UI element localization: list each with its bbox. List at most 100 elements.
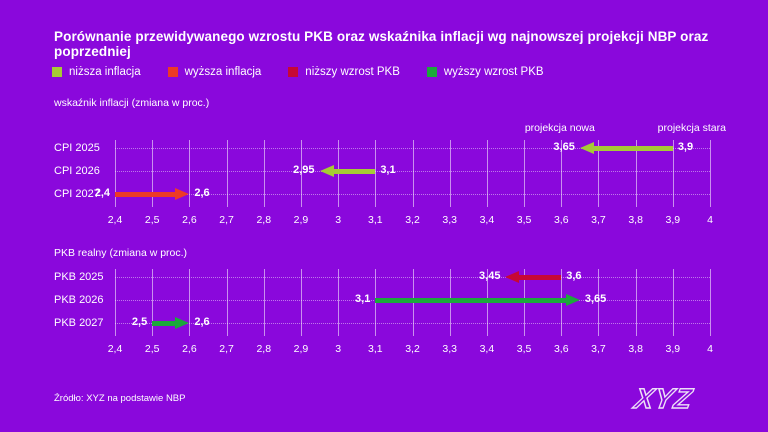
axis-tick-label: 2,6 [182, 343, 197, 355]
legend-swatch-lower-inflation [52, 67, 62, 77]
value-label: 3,1 [355, 293, 371, 305]
axis-tick-label: 2,8 [256, 343, 272, 355]
axis-tick-label: 3,1 [368, 343, 383, 355]
legend-item-higher-gdp: wyższy wzrost PKB [426, 66, 544, 78]
row-label: CPI 2025 [54, 142, 100, 154]
legend: niższa inflacja wyższa inflacja niższy wzr… [52, 66, 544, 78]
value-label: 2,6 [194, 187, 210, 199]
chart-gdp: PKB realny (zmiana w proc.) 2,4 2,5 2,6 2,7 2… [0, 247, 768, 377]
arrow-shaft [115, 192, 178, 197]
gridline-horizontal [115, 323, 710, 324]
chart-inflation: wskaźnik inflacji (zmiana w proc.) 2,4 2,5… [0, 97, 768, 227]
gridline-vertical [375, 140, 377, 207]
gridline-vertical [152, 269, 154, 336]
value-label: 3,45 [479, 270, 501, 282]
legend-item-lower-gdp: niższy wzrost PKB [288, 66, 400, 78]
axis-tick-label: 4 [707, 214, 713, 226]
axis-tick-label: 3 [335, 343, 342, 355]
legend-swatch-lower-gdp [288, 67, 299, 77]
gridline-vertical [710, 140, 711, 207]
axis-tick-label: 3,2 [405, 343, 420, 355]
axis-tick-label: 3,2 [405, 214, 420, 226]
gridline-horizontal [115, 277, 710, 278]
arrow-shaft [375, 298, 568, 303]
gridline-vertical [300, 140, 302, 207]
axis-tick-label: 2,9 [293, 214, 309, 226]
axis-tick-label: 3,4 [479, 214, 495, 226]
gridline-vertical [189, 269, 191, 336]
annotation-projekcja-stara: projekcja stara [657, 122, 726, 134]
gridline-vertical [598, 140, 600, 207]
axis-tick-label: 2,4 [107, 343, 123, 355]
gridline-vertical [598, 269, 600, 336]
value-label: 3,6 [566, 270, 582, 282]
legend-swatch-higher-gdp [426, 67, 437, 77]
axis-tick-label: 3,5 [516, 214, 532, 226]
arrow-shaft [517, 275, 562, 280]
arrow-head-right [175, 317, 190, 329]
value-label: 3,1 [380, 164, 396, 176]
value-label: 3,65 [553, 141, 575, 153]
value-label: 3,65 [584, 293, 607, 305]
axis-tick-label: 2,9 [293, 343, 309, 355]
axis-tick-label: 2,5 [144, 343, 160, 355]
axis-tick-label: 3,6 [553, 214, 569, 226]
gridline-vertical [635, 269, 637, 336]
gridline-vertical [115, 269, 116, 336]
page-title: Porównanie przewidywanego wzrostu PKB or… [54, 29, 709, 59]
xyz-logo-text: XYZ [630, 382, 696, 414]
axis-tick-label: 3,7 [591, 214, 606, 226]
legend-label: niższy wzrost PKB [305, 66, 400, 78]
gridline-vertical [226, 140, 228, 207]
arrow-head-left [319, 165, 334, 177]
arrow-head-left [505, 271, 520, 283]
arrow-shaft [331, 169, 376, 174]
gridline-vertical [300, 269, 302, 336]
value-label: 2,4 [94, 187, 110, 199]
axis-tick-label: 3,7 [591, 343, 606, 355]
row-label: CPI 2027 [54, 188, 100, 200]
axis-tick-label: 3,9 [665, 343, 681, 355]
arrow-shaft [152, 321, 178, 326]
axis-tick-label: 3,3 [442, 214, 457, 226]
axis-tick-label: 3,9 [665, 214, 681, 226]
gridline-vertical [189, 140, 191, 207]
legend-label: wyższy wzrost PKB [443, 66, 544, 78]
axis-tick-label: 3,1 [368, 214, 383, 226]
gridline-vertical [338, 269, 340, 336]
axis-tick-label: 3,5 [516, 343, 532, 355]
axis-tick-label: 2,5 [144, 214, 160, 226]
row-label: CPI 2026 [54, 165, 100, 177]
xyz-logo: XYZ [626, 381, 710, 421]
gridline-vertical [524, 140, 526, 207]
gridline-vertical [449, 140, 451, 207]
gridline-horizontal [115, 148, 710, 149]
legend-item-lower-inflation: niższa inflacja [52, 66, 141, 78]
source-note: Źródło: XYZ na podstawie NBP [54, 393, 186, 404]
gridline-horizontal [115, 171, 710, 172]
gridline-vertical [635, 140, 637, 207]
value-label: 3,9 [677, 141, 694, 153]
axis-tick-label: 2,8 [256, 214, 272, 226]
gridline-vertical [561, 140, 563, 207]
gridline-vertical [672, 140, 674, 207]
axis-tick-label: 3 [335, 214, 342, 226]
value-label: 2,95 [293, 164, 315, 176]
arrow-shaft [591, 146, 673, 151]
axis-tick-label: 3,8 [628, 214, 643, 226]
legend-swatch-higher-inflation [167, 67, 178, 77]
gridline-vertical [226, 269, 228, 336]
gridline-vertical [486, 140, 488, 207]
gridline-vertical [710, 269, 711, 336]
gridline-vertical [672, 269, 674, 336]
gridline-horizontal [115, 194, 710, 195]
value-label: 2,5 [131, 316, 148, 328]
axis-tick-label: 3,4 [479, 343, 495, 355]
xyz-logo-svg: XYZ [630, 381, 697, 414]
axis-tick-label: 2,7 [219, 343, 234, 355]
axis-tick-label: 4 [707, 343, 713, 355]
section-title: PKB realny (zmiana w proc.) [54, 247, 188, 259]
row-label: PKB 2025 [54, 271, 104, 283]
arrow-head-right [175, 188, 190, 200]
gridline-vertical [412, 140, 414, 207]
